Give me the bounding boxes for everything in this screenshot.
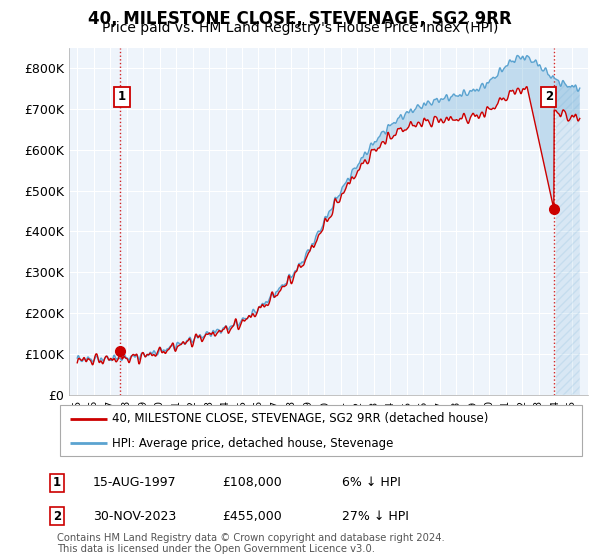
- Text: 2: 2: [53, 510, 61, 523]
- Text: £108,000: £108,000: [222, 476, 282, 489]
- Text: 40, MILESTONE CLOSE, STEVENAGE, SG2 9RR: 40, MILESTONE CLOSE, STEVENAGE, SG2 9RR: [88, 10, 512, 28]
- Text: 40, MILESTONE CLOSE, STEVENAGE, SG2 9RR (detached house): 40, MILESTONE CLOSE, STEVENAGE, SG2 9RR …: [112, 412, 488, 425]
- FancyBboxPatch shape: [60, 405, 582, 456]
- Text: Price paid vs. HM Land Registry's House Price Index (HPI): Price paid vs. HM Land Registry's House …: [102, 21, 498, 35]
- Text: £455,000: £455,000: [222, 510, 282, 523]
- Text: HPI: Average price, detached house, Stevenage: HPI: Average price, detached house, Stev…: [112, 436, 394, 450]
- Text: 2: 2: [545, 90, 553, 103]
- Text: Contains HM Land Registry data © Crown copyright and database right 2024.
This d: Contains HM Land Registry data © Crown c…: [57, 533, 445, 554]
- Text: 27% ↓ HPI: 27% ↓ HPI: [342, 510, 409, 523]
- Text: 1: 1: [118, 90, 126, 103]
- Text: 30-NOV-2023: 30-NOV-2023: [93, 510, 176, 523]
- Text: 1: 1: [53, 476, 61, 489]
- Text: 6% ↓ HPI: 6% ↓ HPI: [342, 476, 401, 489]
- Text: 15-AUG-1997: 15-AUG-1997: [93, 476, 176, 489]
